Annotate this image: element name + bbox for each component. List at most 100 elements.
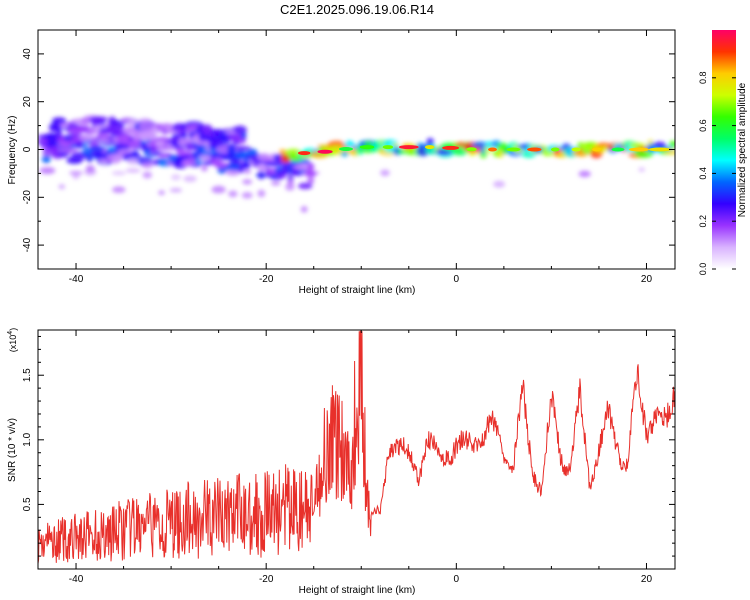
spectrogram-blob — [138, 121, 158, 132]
colorbar-label: Normalized spectral amplitude — [737, 82, 748, 217]
spectrogram-blob — [307, 162, 314, 172]
spectrogram-halo — [211, 185, 226, 194]
spectrogram-halo — [257, 189, 266, 198]
spectrogram-y-ticks: -40 -20 0 20 40 — [22, 29, 675, 270]
spectrogram-halo — [578, 170, 591, 178]
spectrogram-panel: -40 -20 0 20 -40 -20 0 20 40 Height of straight… — [7, 29, 676, 296]
spectrogram-halo — [183, 175, 197, 183]
spectrogram-blob — [471, 141, 489, 149]
spectrogram-core — [628, 147, 649, 152]
spectrogram-halo — [112, 186, 126, 193]
colorbar-tick-label: 0.0 — [698, 263, 708, 276]
spectrogram-halo — [214, 156, 223, 163]
snr-frame — [37, 329, 676, 570]
x-tick-label: -20 — [259, 574, 274, 585]
spectrogram-blob — [41, 154, 51, 164]
spectrogram-halo — [380, 169, 390, 177]
spectrogram-halo — [156, 146, 167, 153]
spectrogram-blob — [243, 168, 252, 174]
spectrogram-halo — [241, 192, 253, 199]
colorbar-gradient — [712, 30, 736, 269]
spectrogram-core — [648, 147, 671, 152]
snr-panel: -40 -20 0 20 0.5 1.0 1.5 Height of straight l… — [7, 328, 676, 596]
colorbar: 0.0 0.2 0.4 0.6 0.8 Normalized spectral ampl… — [698, 30, 748, 275]
spectrogram-halo — [97, 137, 112, 145]
spectrogram-halo — [58, 184, 66, 190]
snr-y-label: SNR (10 * v/v) — [7, 418, 18, 482]
spectrogram-blob — [517, 144, 529, 149]
spectrogram-blob — [651, 141, 667, 149]
spectrogram-blob — [111, 158, 120, 165]
spectrogram-halo — [294, 164, 305, 171]
spectrogram-blob — [668, 140, 675, 148]
spectrogram-blob — [485, 141, 493, 150]
spectrogram-halo — [169, 188, 182, 193]
spectrogram-blob — [137, 131, 158, 141]
spectrogram-blob — [201, 124, 213, 135]
spectrogram-blob — [89, 147, 107, 152]
spectrogram-core — [506, 147, 521, 152]
y-tick-label: -40 — [22, 237, 33, 252]
spectrogram-core — [611, 147, 625, 152]
spectrogram-halo — [127, 157, 140, 166]
spectrogram-halo — [69, 170, 83, 176]
spectrogram-halo — [198, 154, 211, 162]
spectrogram-core — [298, 151, 311, 156]
y-tick-label: -20 — [22, 190, 33, 205]
spectrogram-blob — [340, 151, 349, 157]
spectrogram-halo — [125, 168, 141, 173]
spectrogram-blob — [70, 151, 88, 160]
x-tick-label: -40 — [69, 274, 84, 285]
spectrogram-blob — [305, 170, 317, 178]
spectrogram-core — [339, 147, 353, 151]
spectrogram-halo — [39, 167, 56, 175]
spectrogram-core — [398, 145, 419, 150]
spectrogram-halo — [85, 165, 95, 173]
spectrogram-blob — [276, 173, 286, 179]
spectrogram-core — [317, 149, 333, 154]
spectrogram-blob — [263, 161, 283, 167]
colorbar-tick-label: 0.6 — [698, 119, 708, 132]
spectrogram-halo — [270, 181, 281, 186]
snr-y-multiplier-base: (x10 — [8, 335, 18, 353]
spectrogram-blob — [88, 141, 101, 147]
colorbar-ticks: 0.0 0.2 0.4 0.6 0.8 — [698, 72, 736, 276]
spectrogram-halo — [200, 165, 208, 172]
spectrogram-blob — [396, 149, 409, 155]
spectrogram-y-label: Frequency (Hz) — [7, 116, 18, 185]
spectrogram-halo — [228, 190, 238, 198]
spectrogram-blob — [278, 149, 287, 156]
spectrogram-halo — [141, 161, 154, 169]
y-tick-label: 1.0 — [22, 432, 33, 446]
y-tick-label: 20 — [22, 96, 33, 108]
spectrogram-core — [488, 147, 497, 152]
y-tick-label: 40 — [22, 48, 33, 60]
colorbar-tick-label: 0.8 — [698, 72, 708, 85]
colorbar-tick-label: 0.4 — [698, 167, 708, 180]
spectrogram-blob — [181, 130, 188, 140]
spectrogram-blob — [57, 147, 78, 154]
spectrogram-halo — [142, 171, 153, 179]
spectrogram-blob — [60, 124, 69, 129]
spectrogram-halo — [111, 171, 126, 176]
spectrogram-halo — [171, 174, 181, 181]
spectrogram-blob — [597, 142, 610, 148]
spectrogram-halo — [285, 183, 295, 191]
x-tick-label: -40 — [69, 574, 84, 585]
spectrogram-blob — [107, 153, 123, 162]
spectrogram-core — [359, 145, 375, 150]
spectrogram-core — [442, 145, 460, 150]
spectrogram-blob — [297, 182, 313, 190]
spectrogram-halo — [300, 206, 308, 213]
spectrogram-blob — [240, 131, 247, 140]
spectrogram-x-label: Height of straight line (km) — [299, 285, 416, 296]
snr-y-multiplier: (x104) — [7, 328, 18, 352]
spectrogram-core — [550, 147, 560, 152]
spectrogram-halo — [56, 141, 67, 149]
snr-y-multiplier-exp: 4 — [7, 331, 14, 335]
spectrogram-halo — [158, 190, 165, 195]
x-tick-label: -20 — [259, 274, 274, 285]
spectrogram-core — [425, 145, 435, 150]
